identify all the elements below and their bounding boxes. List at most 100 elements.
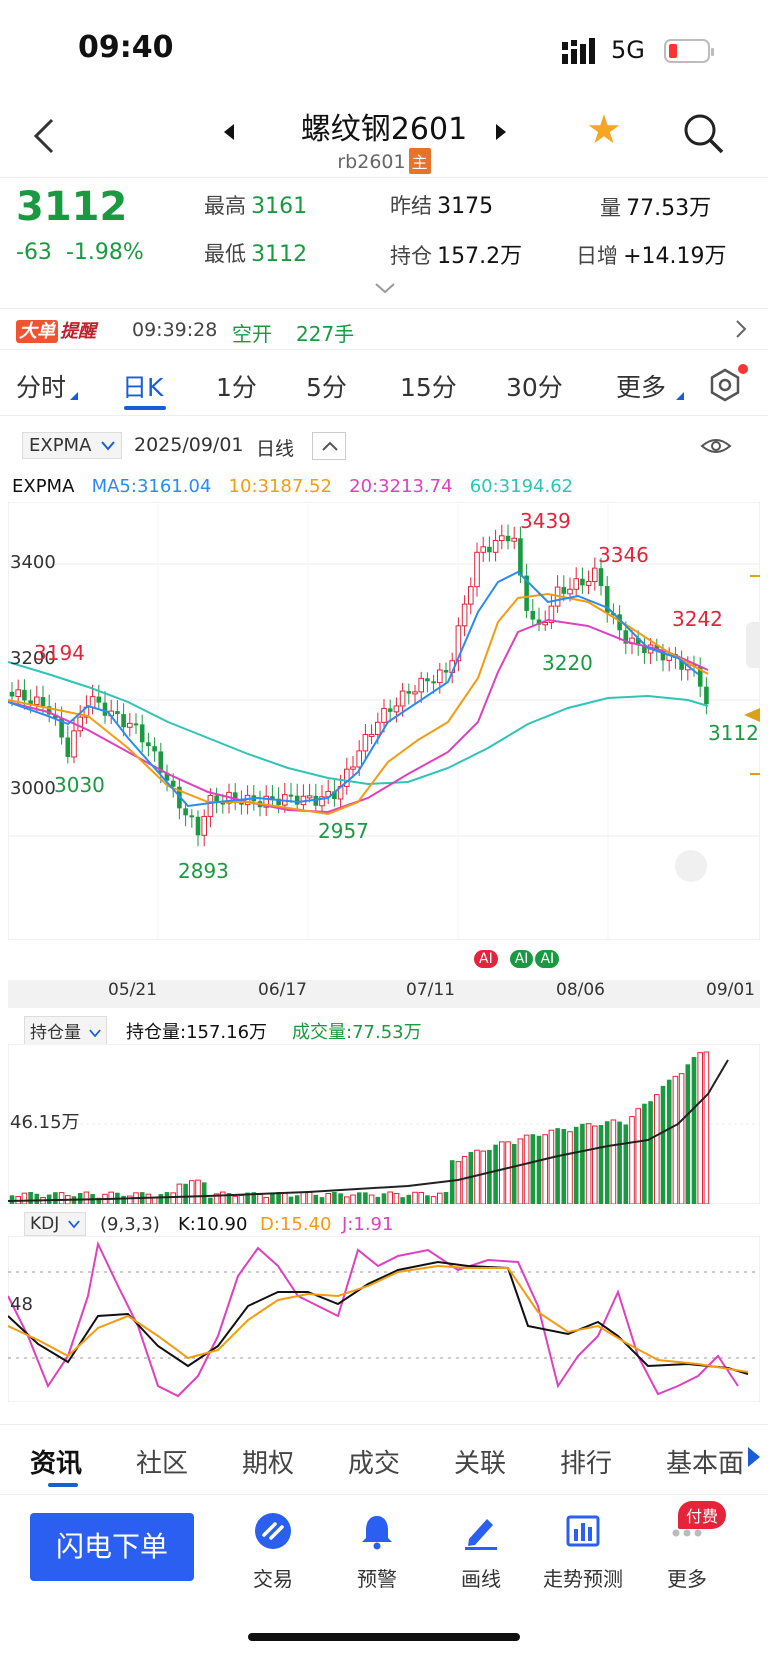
next-contract-icon[interactable] bbox=[496, 124, 506, 140]
main-indicator-select[interactable]: EXPMA bbox=[22, 432, 123, 459]
kdj-k: K:10.90 bbox=[178, 1214, 248, 1235]
tab-5min[interactable]: 5分 bbox=[306, 373, 347, 402]
candle-body bbox=[406, 691, 412, 694]
vol-text: 成交量:77.53万 bbox=[292, 1022, 422, 1043]
candle-body bbox=[195, 816, 201, 836]
price-annotations: 3439 3346 3242 3194 3220 3030 2957 2893 … bbox=[34, 509, 759, 883]
high-label: 最高 bbox=[204, 194, 246, 218]
volume-bar bbox=[170, 1192, 176, 1204]
ai-badge-green-1[interactable]: AI bbox=[509, 950, 534, 968]
kdj-params: (9,3,3) bbox=[100, 1214, 160, 1235]
scroll-right-icon[interactable] bbox=[748, 1447, 760, 1467]
candle-body bbox=[387, 708, 393, 712]
price-change: -63 -1.98% bbox=[16, 240, 144, 265]
tab-30min[interactable]: 30分 bbox=[506, 373, 563, 402]
candle-body bbox=[455, 625, 462, 662]
candle-body bbox=[89, 696, 96, 708]
candle-body bbox=[561, 587, 567, 594]
toolbar-more-label: 更多 bbox=[667, 1567, 707, 1591]
tab-fundamentals[interactable]: 基本面 bbox=[666, 1449, 745, 1479]
candle-body bbox=[127, 722, 133, 728]
tab-intraday[interactable]: 分时 bbox=[16, 373, 67, 402]
ai-badge-red[interactable]: AI bbox=[474, 950, 498, 968]
candle-body bbox=[461, 603, 468, 627]
tab-related[interactable]: 关联 bbox=[454, 1449, 507, 1479]
volume-bar bbox=[703, 1051, 710, 1204]
open-interest-label: 持仓 bbox=[390, 244, 432, 268]
search-icon[interactable] bbox=[682, 112, 726, 156]
candle-body bbox=[306, 795, 313, 799]
tab-15min[interactable]: 15分 bbox=[400, 373, 457, 402]
volume-bar bbox=[77, 1192, 83, 1204]
chevron-up-icon bbox=[322, 441, 338, 451]
toolbar-alert[interactable]: 预警 bbox=[332, 1511, 422, 1592]
kdj-indicator-select[interactable]: KDJ bbox=[24, 1212, 86, 1236]
ai-badge-green-2[interactable]: AI bbox=[535, 950, 560, 968]
candle-body bbox=[201, 815, 207, 836]
fullscreen-icon[interactable] bbox=[675, 850, 707, 882]
ema-ma5: MA5:3161.04 bbox=[91, 476, 212, 497]
axis-label-3200: 3200 bbox=[10, 648, 56, 669]
volume-bar bbox=[585, 1123, 592, 1204]
annotation-3242: 3242 bbox=[672, 607, 723, 631]
low-stat: 最低 3112 bbox=[204, 238, 307, 268]
alert-quantity: 227手 bbox=[296, 322, 355, 346]
kdj-k-line bbox=[8, 1260, 749, 1375]
back-icon[interactable] bbox=[30, 116, 60, 156]
kdj-header: KDJ (9,3,3) K:10.90 D:15.40 J:1.91 bbox=[0, 1208, 768, 1242]
high-stat: 最高 3161 bbox=[204, 190, 307, 220]
kdj-j: J:1.91 bbox=[342, 1214, 394, 1235]
kdj-chart[interactable]: 48 bbox=[8, 1236, 760, 1402]
high-value: 3161 bbox=[251, 194, 308, 219]
tab-1min[interactable]: 1分 bbox=[216, 373, 257, 402]
volume-chart[interactable]: 46.15万 bbox=[8, 1044, 760, 1204]
toolbar-more[interactable]: 更多 bbox=[642, 1511, 732, 1592]
volume-bar bbox=[678, 1073, 685, 1204]
date-axis bbox=[8, 980, 760, 1008]
oi-indicator-select[interactable]: 持仓量 bbox=[24, 1016, 108, 1045]
volume-bar bbox=[306, 1191, 313, 1204]
toolbar-draw[interactable]: 画线 bbox=[436, 1511, 526, 1592]
volume-bar bbox=[393, 1193, 400, 1204]
prev-contract-icon[interactable] bbox=[224, 124, 234, 140]
status-time: 09:40 bbox=[78, 30, 174, 65]
tab-community[interactable]: 社区 bbox=[136, 1449, 189, 1479]
tab-ranking[interactable]: 排行 bbox=[560, 1449, 613, 1479]
candle-body bbox=[133, 723, 139, 726]
volume-bar bbox=[368, 1194, 375, 1204]
toolbar-forecast-label: 走势预测 bbox=[543, 1567, 623, 1591]
big-order-alert[interactable]: 大单 提醒 09:39:28 空开 227手 bbox=[0, 308, 768, 350]
volume-bar bbox=[430, 1196, 437, 1204]
chevron-right-icon[interactable] bbox=[734, 317, 748, 341]
home-indicator bbox=[248, 1633, 520, 1641]
expand-quote-icon[interactable] bbox=[374, 282, 396, 294]
tab-more[interactable]: 更多 bbox=[616, 373, 667, 402]
collapse-button[interactable] bbox=[312, 432, 346, 460]
toolbar-forecast[interactable]: 走势预测 bbox=[538, 1511, 628, 1592]
volume-bar bbox=[425, 1195, 430, 1204]
favorite-star-icon[interactable]: ★ bbox=[586, 107, 622, 153]
candle-body bbox=[313, 795, 319, 806]
candle-body bbox=[164, 772, 170, 781]
candle-body bbox=[505, 535, 511, 542]
tab-daily-k[interactable]: 日K bbox=[122, 373, 164, 402]
volume-bar bbox=[523, 1134, 530, 1204]
nav-header: 螺纹钢2601 rb2601 主 ★ bbox=[0, 96, 768, 178]
candle-body bbox=[492, 540, 499, 553]
side-handle[interactable] bbox=[746, 622, 760, 668]
tab-options[interactable]: 期权 bbox=[242, 1449, 295, 1479]
price-chart[interactable]: 3400 3200 3000 3439 3346 3242 3194 3220 … bbox=[8, 502, 760, 940]
settings-hex-icon[interactable] bbox=[708, 368, 742, 402]
open-interest-line bbox=[8, 1059, 729, 1202]
volume-bar bbox=[461, 1155, 468, 1204]
tab-more-corner-icon bbox=[676, 392, 684, 400]
tab-trades[interactable]: 成交 bbox=[348, 1449, 401, 1479]
eye-icon[interactable] bbox=[700, 434, 732, 458]
volume-bar bbox=[28, 1192, 33, 1204]
flash-order-button[interactable]: 闪电下单 bbox=[30, 1513, 194, 1581]
volume-bar bbox=[325, 1193, 331, 1204]
tab-news[interactable]: 资讯 bbox=[30, 1449, 83, 1479]
toolbar-trade[interactable]: 交易 bbox=[228, 1511, 318, 1592]
candle-body bbox=[344, 768, 350, 787]
candle-body bbox=[598, 568, 604, 587]
